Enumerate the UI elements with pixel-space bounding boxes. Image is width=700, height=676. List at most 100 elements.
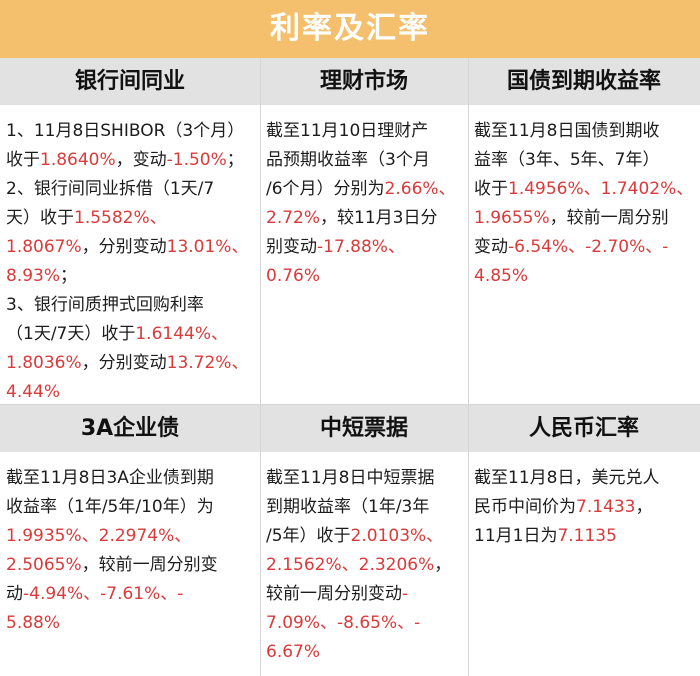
header-treasury-yield: 国债到期收益率 bbox=[506, 69, 661, 94]
text-line: （1天/7天）收于1.6144%、 bbox=[6, 320, 258, 349]
text-line: 2.72%，较11月3日分 bbox=[266, 204, 466, 233]
text-run: 截至11月8日3A企业债到期 bbox=[6, 468, 214, 488]
text-line: 截至11月8日国债到期收 bbox=[474, 117, 698, 146]
text-run: 变动 bbox=[474, 237, 508, 257]
text-line: 6.67% bbox=[266, 638, 466, 667]
text-line: 收益率（1年/5年/10年）为 bbox=[6, 493, 258, 522]
text-line: 1、11月8日SHIBOR（3个月） bbox=[6, 117, 258, 146]
highlight-value: 2.5065% bbox=[6, 555, 82, 575]
text-line: 8.93%； bbox=[6, 262, 258, 291]
text-line: 1.8036%，分别变动13.72%、 bbox=[6, 349, 258, 378]
highlight-value: 1.9655% bbox=[474, 208, 550, 228]
text-run: 截至11月8日中短票据 bbox=[266, 468, 435, 488]
header-interbank: 银行间同业 bbox=[74, 69, 185, 94]
header-row-bottom: 3A企业债 中短票据 人民币汇率 bbox=[0, 405, 700, 452]
text-line: 11月1日为7.1135 bbox=[474, 522, 698, 551]
text-line: 1.8067%，分别变动13.01%、 bbox=[6, 233, 258, 262]
header-wealth-market: 理财市场 bbox=[319, 69, 408, 94]
highlight-value: 2.0103%、 bbox=[350, 526, 444, 546]
text-line: 天）收于1.5582%、 bbox=[6, 204, 258, 233]
text-run: 益率（3年、5年、7年） bbox=[474, 150, 660, 170]
highlight-value: 1.8067% bbox=[6, 237, 82, 257]
highlight-value: - bbox=[402, 584, 409, 604]
highlight-value: 1.6144%、 bbox=[135, 324, 228, 344]
text-line: 2.5065%，较前一周分别变 bbox=[6, 551, 258, 580]
text-line: 到期收益率（1年/3年 bbox=[266, 493, 466, 522]
highlight-value: 13.01%、 bbox=[166, 237, 249, 257]
text-line: 1.9935%、2.2974%、 bbox=[6, 522, 258, 551]
text-run: 到期收益率（1年/3年 bbox=[266, 497, 430, 517]
text-run: 别变动 bbox=[266, 237, 317, 257]
text-run: 民币中间价为 bbox=[474, 497, 576, 517]
column-divider bbox=[468, 58, 469, 676]
cell-rmb-exchange-rate: 截至11月8日，美元兑人 民币中间价为7.1433， 11月1日为7.1135 bbox=[474, 464, 698, 551]
highlight-value: 7.09%、-8.65%、- bbox=[266, 613, 421, 633]
text-line: 5.88% bbox=[6, 609, 258, 638]
text-line: 3、银行间质押式回购利率 bbox=[6, 291, 258, 320]
text-run: ，分别变动 bbox=[81, 353, 167, 373]
highlight-value: 5.88% bbox=[6, 613, 61, 633]
highlight-value: 4.44% bbox=[6, 382, 61, 402]
text-run: 收于 bbox=[474, 179, 508, 199]
header-3a-corporate-bond: 3A企业债 bbox=[80, 416, 180, 441]
text-line: 别变动-17.88%、 bbox=[266, 233, 466, 262]
highlight-value: -17.88%、 bbox=[317, 237, 405, 257]
highlight-value: 7.1135 bbox=[557, 526, 617, 546]
text-run: 11月1日为 bbox=[474, 526, 558, 546]
cell-treasury-yield: 截至11月8日国债到期收 益率（3年、5年、7年） 收于1.4956%、1.7402… bbox=[474, 117, 698, 291]
text-line: 2.1562%、2.3206%， bbox=[266, 551, 466, 580]
highlight-value: 0.76% bbox=[266, 266, 321, 286]
text-run: 动 bbox=[6, 584, 23, 604]
highlight-value: 4.85% bbox=[474, 266, 529, 286]
header-short-medium-notes: 中短票据 bbox=[319, 416, 408, 441]
text-line: 收于1.8640%，变动-1.50%； bbox=[6, 146, 258, 175]
highlight-value: 1.4956%、1.7402%、 bbox=[508, 179, 694, 199]
text-run: ，较前一周分别变 bbox=[81, 555, 218, 575]
highlight-value: 1.9935%、2.2974%、 bbox=[6, 526, 192, 546]
highlight-value: 1.5582%、 bbox=[74, 208, 167, 228]
cell-interbank: 1、11月8日SHIBOR（3个月） 收于1.8640%，变动-1.50%； 2、银… bbox=[6, 117, 258, 407]
text-run: ； bbox=[226, 150, 244, 170]
text-run: 截至11月8日，美元兑人 bbox=[474, 468, 660, 488]
text-line: 7.09%、-8.65%、- bbox=[266, 609, 466, 638]
highlight-value: -6.54%、-2.70%、- bbox=[508, 237, 669, 257]
text-run: 收益率（1年/5年/10年）为 bbox=[6, 497, 214, 517]
header-row-top: 银行间同业 理财市场 国债到期收益率 bbox=[0, 58, 700, 105]
text-line: 收于1.4956%、1.7402%、 bbox=[474, 175, 698, 204]
text-run: 天）收于 bbox=[6, 208, 74, 228]
text-line: 2、银行间同业拆借（1天/7 bbox=[6, 175, 258, 204]
text-run: ， bbox=[635, 497, 653, 517]
text-line: 截至11月10日理财产 bbox=[266, 117, 466, 146]
cell-short-medium-notes: 截至11月8日中短票据 到期收益率（1年/3年/5年）收于2.0103%、 2.15… bbox=[266, 464, 466, 667]
text-line: 变动-6.54%、-2.70%、- bbox=[474, 233, 698, 262]
cell-3a-corporate-bond: 截至11月8日3A企业债到期 收益率（1年/5年/10年）为 1.9935%、2.2… bbox=[6, 464, 258, 638]
text-run: ，分别变动 bbox=[81, 237, 167, 257]
highlight-value: 8.93% bbox=[6, 266, 61, 286]
text-run: ， bbox=[434, 555, 452, 575]
text-line: 0.76% bbox=[266, 262, 466, 291]
text-line: 4.44% bbox=[6, 378, 258, 407]
cell-wealth-market: 截至11月10日理财产 品预期收益率（3个月/6个月）分别为2.66%、 2.72%… bbox=[266, 117, 466, 291]
text-run: 1、11月8日SHIBOR（3个月） bbox=[6, 121, 245, 141]
text-line: /5年）收于2.0103%、 bbox=[266, 522, 466, 551]
text-line: 截至11月8日3A企业债到期 bbox=[6, 464, 258, 493]
column-divider bbox=[260, 58, 261, 676]
header-rmb-exchange-rate: 人民币汇率 bbox=[528, 416, 639, 441]
page-title: 利率及汇率 bbox=[0, 0, 700, 58]
text-line: 截至11月8日中短票据 bbox=[266, 464, 466, 493]
text-run: 截至11月8日国债到期收 bbox=[474, 121, 660, 141]
highlight-value: 2.66%、 bbox=[384, 179, 456, 199]
text-line: /6个月）分别为2.66%、 bbox=[266, 175, 466, 204]
text-run: 收于 bbox=[6, 150, 40, 170]
text-line: 截至11月8日，美元兑人 bbox=[474, 464, 698, 493]
text-run: 截至11月10日理财产 bbox=[266, 121, 429, 141]
text-run: （1天/7天）收于 bbox=[6, 324, 136, 344]
text-run: /5年）收于 bbox=[266, 526, 351, 546]
row-divider bbox=[0, 404, 700, 405]
highlight-value: 1.8036% bbox=[6, 353, 82, 373]
highlight-value: 2.72% bbox=[266, 208, 321, 228]
highlight-value: 6.67% bbox=[266, 642, 321, 662]
text-run: ，变动 bbox=[115, 150, 167, 170]
highlight-value: -1.50% bbox=[166, 150, 227, 170]
